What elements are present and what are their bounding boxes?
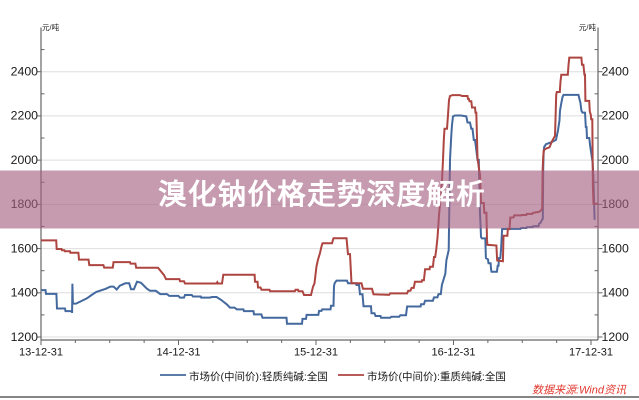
svg-text:1400: 1400 (11, 286, 39, 300)
svg-text:2000: 2000 (602, 153, 630, 167)
svg-text:2200: 2200 (11, 109, 39, 123)
svg-text:15-12-31: 15-12-31 (294, 346, 338, 358)
svg-text:2400: 2400 (11, 64, 39, 78)
svg-text:2000: 2000 (11, 153, 39, 167)
svg-text:2200: 2200 (602, 109, 630, 123)
svg-text:元/吨: 元/吨 (579, 22, 597, 32)
svg-text:2400: 2400 (602, 64, 630, 78)
svg-text:14-12-31: 14-12-31 (156, 346, 200, 358)
svg-text:溴化钠价格走势深度解析: 溴化钠价格走势深度解析 (158, 179, 486, 211)
svg-text:1200: 1200 (602, 330, 630, 344)
svg-text:13-12-31: 13-12-31 (19, 346, 63, 358)
svg-text:16-12-31: 16-12-31 (431, 346, 475, 358)
svg-text:17-12-31: 17-12-31 (569, 346, 613, 358)
svg-text:元/吨: 元/吨 (42, 22, 60, 32)
svg-text:1600: 1600 (11, 241, 39, 255)
svg-text:市场价(中间价):重质纯碱:全国: 市场价(中间价):重质纯碱:全国 (367, 370, 506, 383)
svg-text:1400: 1400 (602, 286, 630, 300)
svg-text:数据来源:Wind资讯: 数据来源:Wind资讯 (532, 384, 627, 397)
svg-text:1200: 1200 (11, 330, 39, 344)
svg-text:市场价(中间价):轻质纯碱:全国: 市场价(中间价):轻质纯碱:全国 (189, 370, 328, 383)
svg-text:1600: 1600 (602, 241, 630, 255)
